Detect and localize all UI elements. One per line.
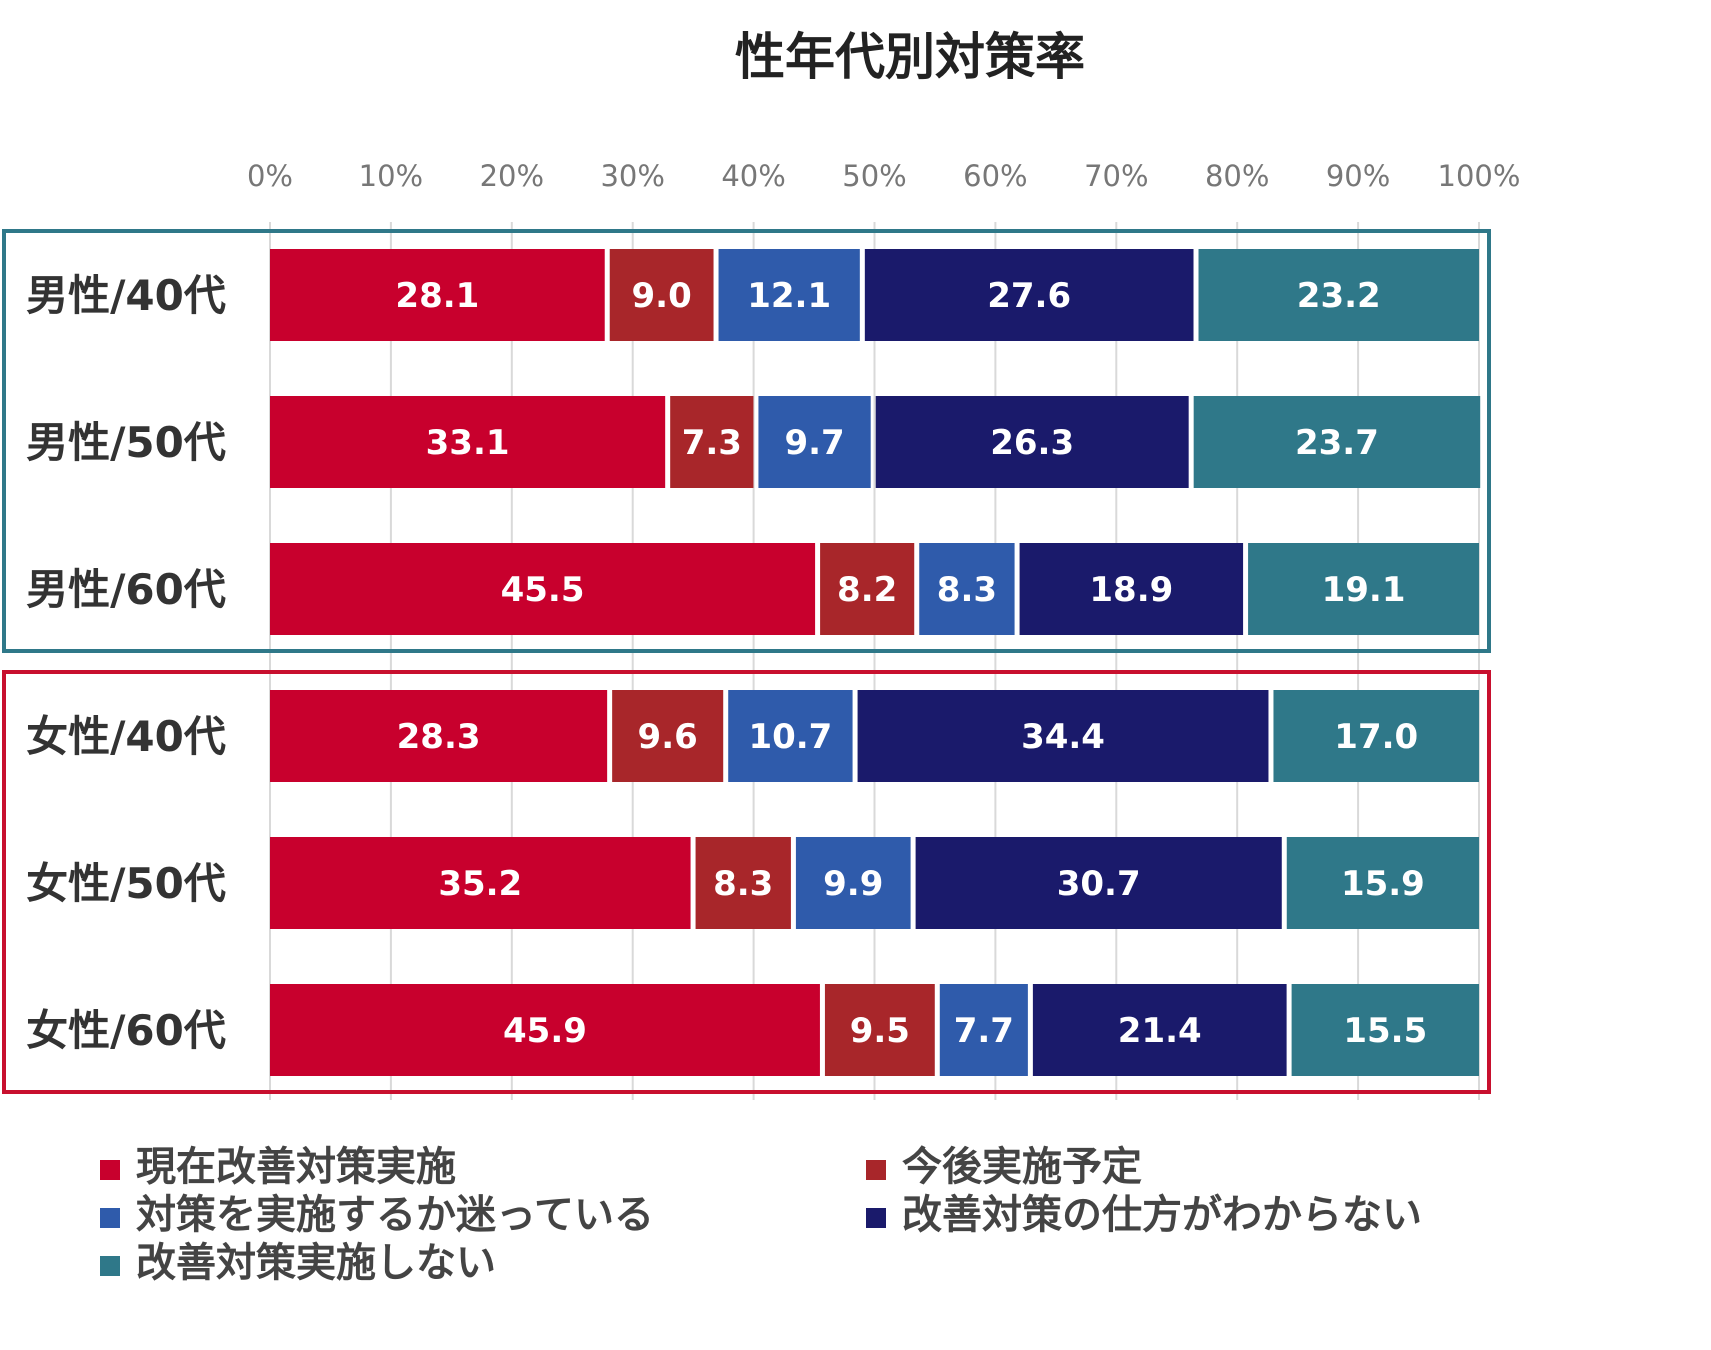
data-label: 18.9 — [1089, 570, 1173, 610]
bar-segment — [612, 690, 724, 782]
bar-segment — [795, 837, 911, 929]
bar-segment — [1198, 249, 1479, 341]
data-label: 15.9 — [1341, 864, 1425, 904]
group-frame — [2, 670, 1491, 1094]
data-label: 19.1 — [1322, 570, 1406, 610]
legend-swatch — [866, 1208, 886, 1228]
bar-segment — [915, 837, 1282, 929]
data-label: 27.6 — [987, 276, 1071, 316]
tick-label: 50% — [842, 159, 906, 193]
bar-segment — [758, 396, 871, 488]
bar-segment — [270, 396, 666, 488]
data-label: 45.9 — [503, 1011, 587, 1051]
data-label: 9.5 — [850, 1011, 910, 1051]
legend-label: 今後実施予定 — [902, 1144, 1142, 1190]
bar-segment — [270, 543, 816, 635]
bar-segment — [857, 690, 1269, 782]
legend-label: 改善対策の仕方がわからない — [902, 1192, 1422, 1238]
data-label: 15.5 — [1343, 1011, 1427, 1051]
row-label: 男性/40代 — [26, 271, 226, 320]
legend-label: 改善対策実施しない — [136, 1240, 496, 1286]
tick-label: 20% — [480, 159, 544, 193]
bar-segment — [1273, 690, 1479, 782]
bar-segment — [270, 984, 820, 1076]
bar-segment — [1291, 984, 1479, 1076]
data-label: 17.0 — [1334, 717, 1418, 757]
tick-label: 40% — [721, 159, 785, 193]
tick-label: 30% — [600, 159, 664, 193]
data-label: 9.9 — [823, 864, 883, 904]
bar-segment — [718, 249, 860, 341]
row-label: 男性/60代 — [26, 565, 226, 614]
bar-segment — [270, 249, 605, 341]
data-label: 23.7 — [1295, 423, 1379, 463]
data-label: 9.0 — [632, 276, 692, 316]
tick-label: 10% — [359, 159, 423, 193]
bar-segment — [1193, 396, 1481, 488]
data-label: 8.2 — [837, 570, 897, 610]
bar-segment — [1032, 984, 1287, 1076]
data-label: 23.2 — [1297, 276, 1381, 316]
legend-swatch — [866, 1160, 886, 1180]
tick-label: 100% — [1438, 159, 1521, 193]
bar-segment — [1286, 837, 1479, 929]
tick-label: 70% — [1084, 159, 1148, 193]
bar-segment — [1248, 543, 1479, 635]
data-label: 21.4 — [1118, 1011, 1202, 1051]
tick-label: 0% — [247, 159, 293, 193]
data-label: 35.2 — [438, 864, 522, 904]
bar-segment — [864, 249, 1194, 341]
bar-segment — [939, 984, 1028, 1076]
bar-segment — [270, 837, 691, 929]
data-label: 9.6 — [638, 717, 698, 757]
group-frame — [2, 229, 1491, 653]
data-label: 26.3 — [990, 423, 1074, 463]
row-label: 女性/40代 — [26, 712, 226, 761]
data-label: 28.3 — [397, 717, 481, 757]
bar-segment — [919, 543, 1015, 635]
legend-label: 対策を実施するか迷っている — [136, 1192, 654, 1238]
legend-swatch — [100, 1160, 120, 1180]
data-label: 34.4 — [1021, 717, 1105, 757]
legend-swatch — [100, 1256, 120, 1276]
bar-segment — [695, 837, 791, 929]
row-label: 女性/50代 — [26, 859, 226, 908]
data-label: 9.7 — [784, 423, 844, 463]
chart-title: 性年代別対策率 — [735, 28, 1085, 86]
data-label: 8.3 — [937, 570, 997, 610]
bar-segment — [820, 543, 915, 635]
bar-segment — [728, 690, 853, 782]
row-label: 女性/60代 — [26, 1006, 226, 1055]
bar-segment — [875, 396, 1189, 488]
bar-segment — [1019, 543, 1244, 635]
data-label: 12.1 — [747, 276, 831, 316]
data-label: 28.1 — [395, 276, 479, 316]
row-label: 男性/50代 — [26, 418, 226, 467]
data-label: 45.5 — [501, 570, 585, 610]
data-label: 7.7 — [954, 1011, 1014, 1051]
tick-label: 90% — [1326, 159, 1390, 193]
data-label: 8.3 — [713, 864, 773, 904]
bar-segment — [609, 249, 714, 341]
tick-label: 60% — [963, 159, 1027, 193]
data-label: 7.3 — [682, 423, 742, 463]
bar-segment — [670, 396, 754, 488]
data-label: 30.7 — [1057, 864, 1141, 904]
legend-swatch — [100, 1208, 120, 1228]
tick-label: 80% — [1205, 159, 1269, 193]
data-label: 33.1 — [426, 423, 510, 463]
data-label: 10.7 — [748, 717, 832, 757]
bar-segment — [824, 984, 935, 1076]
bar-segment — [270, 690, 608, 782]
legend-label: 現在改善対策実施 — [136, 1144, 456, 1190]
